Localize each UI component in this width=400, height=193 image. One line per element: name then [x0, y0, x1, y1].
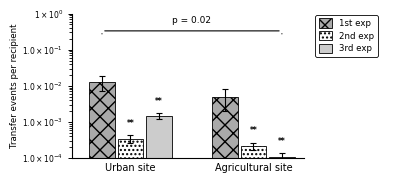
- Bar: [212, 97, 238, 193]
- Text: **: **: [155, 97, 163, 106]
- Bar: [269, 157, 295, 193]
- Text: **: **: [250, 126, 257, 135]
- Text: **: **: [278, 137, 286, 146]
- Legend: 1st exp, 2nd exp, 3rd exp: 1st exp, 2nd exp, 3rd exp: [315, 15, 378, 57]
- Y-axis label: Transfer events per recipient: Transfer events per recipient: [10, 24, 19, 148]
- Text: p = 0.02: p = 0.02: [172, 16, 212, 25]
- Bar: [241, 146, 266, 193]
- Bar: [118, 139, 143, 193]
- Text: **: **: [126, 119, 134, 128]
- Bar: [146, 116, 172, 193]
- Bar: [89, 82, 115, 193]
